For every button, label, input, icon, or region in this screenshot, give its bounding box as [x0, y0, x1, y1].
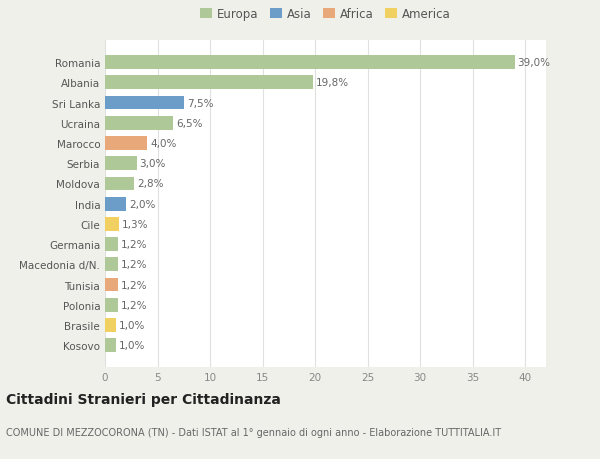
Text: 1,0%: 1,0% — [119, 341, 145, 351]
Text: COMUNE DI MEZZOCORONA (TN) - Dati ISTAT al 1° gennaio di ogni anno - Elaborazion: COMUNE DI MEZZOCORONA (TN) - Dati ISTAT … — [6, 427, 501, 437]
Bar — [105, 96, 184, 110]
Bar — [105, 177, 134, 191]
Text: Cittadini Stranieri per Cittadinanza: Cittadini Stranieri per Cittadinanza — [6, 392, 281, 406]
Text: 3,0%: 3,0% — [140, 159, 166, 169]
Bar — [105, 157, 137, 171]
Bar — [105, 218, 119, 231]
Text: 6,5%: 6,5% — [176, 118, 203, 129]
Bar — [105, 117, 173, 130]
Bar — [105, 278, 118, 292]
Bar — [105, 298, 118, 312]
Bar — [105, 56, 515, 70]
Bar — [105, 238, 118, 252]
Legend: Europa, Asia, Africa, America: Europa, Asia, Africa, America — [200, 8, 451, 21]
Text: 39,0%: 39,0% — [518, 58, 551, 68]
Bar — [105, 258, 118, 272]
Text: 2,0%: 2,0% — [129, 199, 155, 209]
Bar — [105, 137, 147, 151]
Text: 1,2%: 1,2% — [121, 280, 147, 290]
Text: 1,3%: 1,3% — [122, 219, 148, 230]
Text: 7,5%: 7,5% — [187, 98, 214, 108]
Text: 1,0%: 1,0% — [119, 320, 145, 330]
Text: 2,8%: 2,8% — [137, 179, 164, 189]
Text: 19,8%: 19,8% — [316, 78, 349, 88]
Bar — [105, 197, 126, 211]
Text: 4,0%: 4,0% — [150, 139, 176, 149]
Text: 1,2%: 1,2% — [121, 300, 147, 310]
Bar — [105, 76, 313, 90]
Bar — [105, 339, 115, 353]
Text: 1,2%: 1,2% — [121, 260, 147, 270]
Text: 1,2%: 1,2% — [121, 240, 147, 250]
Bar — [105, 319, 115, 332]
